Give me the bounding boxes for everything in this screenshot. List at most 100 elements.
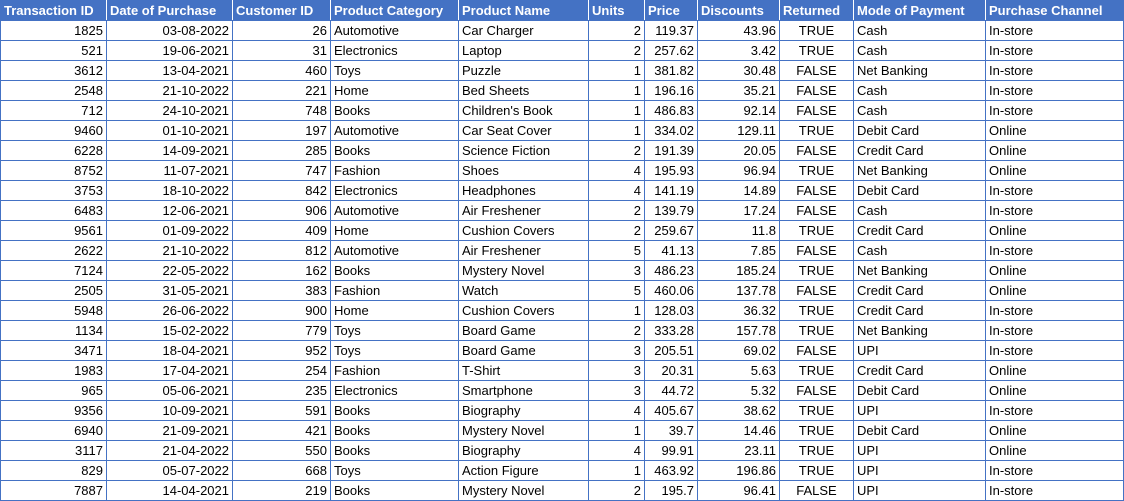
- cell-units[interactable]: 1: [588, 420, 645, 441]
- cell-purchase-channel[interactable]: Online: [985, 380, 1124, 401]
- cell-date-of-purchase[interactable]: 03-08-2022: [106, 20, 233, 41]
- cell-purchase-channel[interactable]: In-store: [985, 60, 1124, 81]
- cell-discounts[interactable]: 35.21: [697, 80, 780, 101]
- cell-purchase-channel[interactable]: In-store: [985, 480, 1124, 501]
- cell-discounts[interactable]: 14.89: [697, 180, 780, 201]
- cell-product-name[interactable]: Children's Book: [458, 100, 589, 121]
- cell-mode-of-payment[interactable]: Credit Card: [853, 300, 986, 321]
- cell-units[interactable]: 4: [588, 160, 645, 181]
- cell-mode-of-payment[interactable]: Debit Card: [853, 380, 986, 401]
- cell-returned[interactable]: FALSE: [779, 80, 854, 101]
- cell-purchase-channel[interactable]: Online: [985, 220, 1124, 241]
- cell-purchase-channel[interactable]: In-store: [985, 40, 1124, 61]
- cell-price[interactable]: 139.79: [644, 200, 698, 221]
- cell-returned[interactable]: FALSE: [779, 100, 854, 121]
- cell-mode-of-payment[interactable]: Cash: [853, 40, 986, 61]
- cell-purchase-channel[interactable]: Online: [985, 440, 1124, 461]
- cell-date-of-purchase[interactable]: 10-09-2021: [106, 400, 233, 421]
- cell-price[interactable]: 334.02: [644, 120, 698, 141]
- cell-discounts[interactable]: 157.78: [697, 320, 780, 341]
- cell-mode-of-payment[interactable]: UPI: [853, 480, 986, 501]
- cell-transaction-id[interactable]: 7124: [0, 260, 107, 281]
- column-header-price[interactable]: Price: [644, 0, 698, 21]
- cell-price[interactable]: 257.62: [644, 40, 698, 61]
- cell-customer-id[interactable]: 906: [232, 200, 331, 221]
- column-header-discounts[interactable]: Discounts: [697, 0, 780, 21]
- column-header-product-category[interactable]: Product Category: [330, 0, 459, 21]
- cell-returned[interactable]: TRUE: [779, 160, 854, 181]
- cell-customer-id[interactable]: 550: [232, 440, 331, 461]
- cell-product-name[interactable]: Shoes: [458, 160, 589, 181]
- cell-purchase-channel[interactable]: In-store: [985, 200, 1124, 221]
- cell-discounts[interactable]: 96.41: [697, 480, 780, 501]
- cell-price[interactable]: 486.23: [644, 260, 698, 281]
- column-header-units[interactable]: Units: [588, 0, 645, 21]
- cell-product-category[interactable]: Books: [330, 400, 459, 421]
- cell-discounts[interactable]: 69.02: [697, 340, 780, 361]
- cell-returned[interactable]: TRUE: [779, 400, 854, 421]
- cell-purchase-channel[interactable]: In-store: [985, 460, 1124, 481]
- cell-product-category[interactable]: Toys: [330, 340, 459, 361]
- cell-mode-of-payment[interactable]: Cash: [853, 200, 986, 221]
- cell-product-name[interactable]: Laptop: [458, 40, 589, 61]
- cell-mode-of-payment[interactable]: Net Banking: [853, 160, 986, 181]
- cell-price[interactable]: 195.93: [644, 160, 698, 181]
- cell-customer-id[interactable]: 235: [232, 380, 331, 401]
- cell-product-name[interactable]: T-Shirt: [458, 360, 589, 381]
- cell-units[interactable]: 4: [588, 440, 645, 461]
- cell-units[interactable]: 1: [588, 60, 645, 81]
- cell-mode-of-payment[interactable]: Cash: [853, 80, 986, 101]
- cell-transaction-id[interactable]: 8752: [0, 160, 107, 181]
- cell-customer-id[interactable]: 31: [232, 40, 331, 61]
- cell-mode-of-payment[interactable]: Credit Card: [853, 360, 986, 381]
- cell-purchase-channel[interactable]: In-store: [985, 240, 1124, 261]
- cell-product-name[interactable]: Car Seat Cover: [458, 120, 589, 141]
- cell-product-category[interactable]: Toys: [330, 320, 459, 341]
- cell-product-name[interactable]: Puzzle: [458, 60, 589, 81]
- cell-product-category[interactable]: Fashion: [330, 280, 459, 301]
- cell-discounts[interactable]: 23.11: [697, 440, 780, 461]
- cell-returned[interactable]: TRUE: [779, 320, 854, 341]
- cell-customer-id[interactable]: 668: [232, 460, 331, 481]
- cell-price[interactable]: 486.83: [644, 100, 698, 121]
- cell-units[interactable]: 1: [588, 460, 645, 481]
- cell-product-name[interactable]: Mystery Novel: [458, 420, 589, 441]
- cell-product-category[interactable]: Fashion: [330, 360, 459, 381]
- cell-units[interactable]: 3: [588, 260, 645, 281]
- cell-product-category[interactable]: Toys: [330, 460, 459, 481]
- column-header-mode-of-payment[interactable]: Mode of Payment: [853, 0, 986, 21]
- cell-transaction-id[interactable]: 7887: [0, 480, 107, 501]
- cell-discounts[interactable]: 92.14: [697, 100, 780, 121]
- cell-mode-of-payment[interactable]: Credit Card: [853, 280, 986, 301]
- cell-price[interactable]: 191.39: [644, 140, 698, 161]
- cell-product-category[interactable]: Automotive: [330, 20, 459, 41]
- cell-customer-id[interactable]: 421: [232, 420, 331, 441]
- cell-purchase-channel[interactable]: In-store: [985, 340, 1124, 361]
- cell-discounts[interactable]: 7.85: [697, 240, 780, 261]
- cell-units[interactable]: 2: [588, 20, 645, 41]
- cell-date-of-purchase[interactable]: 21-09-2021: [106, 420, 233, 441]
- cell-units[interactable]: 2: [588, 480, 645, 501]
- cell-returned[interactable]: FALSE: [779, 180, 854, 201]
- cell-purchase-channel[interactable]: In-store: [985, 400, 1124, 421]
- cell-date-of-purchase[interactable]: 15-02-2022: [106, 320, 233, 341]
- cell-customer-id[interactable]: 952: [232, 340, 331, 361]
- cell-returned[interactable]: FALSE: [779, 280, 854, 301]
- cell-customer-id[interactable]: 812: [232, 240, 331, 261]
- cell-product-name[interactable]: Headphones: [458, 180, 589, 201]
- cell-transaction-id[interactable]: 965: [0, 380, 107, 401]
- cell-returned[interactable]: TRUE: [779, 360, 854, 381]
- cell-purchase-channel[interactable]: In-store: [985, 180, 1124, 201]
- cell-product-category[interactable]: Books: [330, 140, 459, 161]
- cell-customer-id[interactable]: 747: [232, 160, 331, 181]
- cell-product-category[interactable]: Home: [330, 80, 459, 101]
- cell-units[interactable]: 2: [588, 220, 645, 241]
- cell-purchase-channel[interactable]: Online: [985, 260, 1124, 281]
- cell-units[interactable]: 3: [588, 340, 645, 361]
- cell-date-of-purchase[interactable]: 11-07-2021: [106, 160, 233, 181]
- cell-mode-of-payment[interactable]: Credit Card: [853, 220, 986, 241]
- cell-mode-of-payment[interactable]: Debit Card: [853, 120, 986, 141]
- cell-units[interactable]: 5: [588, 280, 645, 301]
- cell-transaction-id[interactable]: 1825: [0, 20, 107, 41]
- cell-transaction-id[interactable]: 9561: [0, 220, 107, 241]
